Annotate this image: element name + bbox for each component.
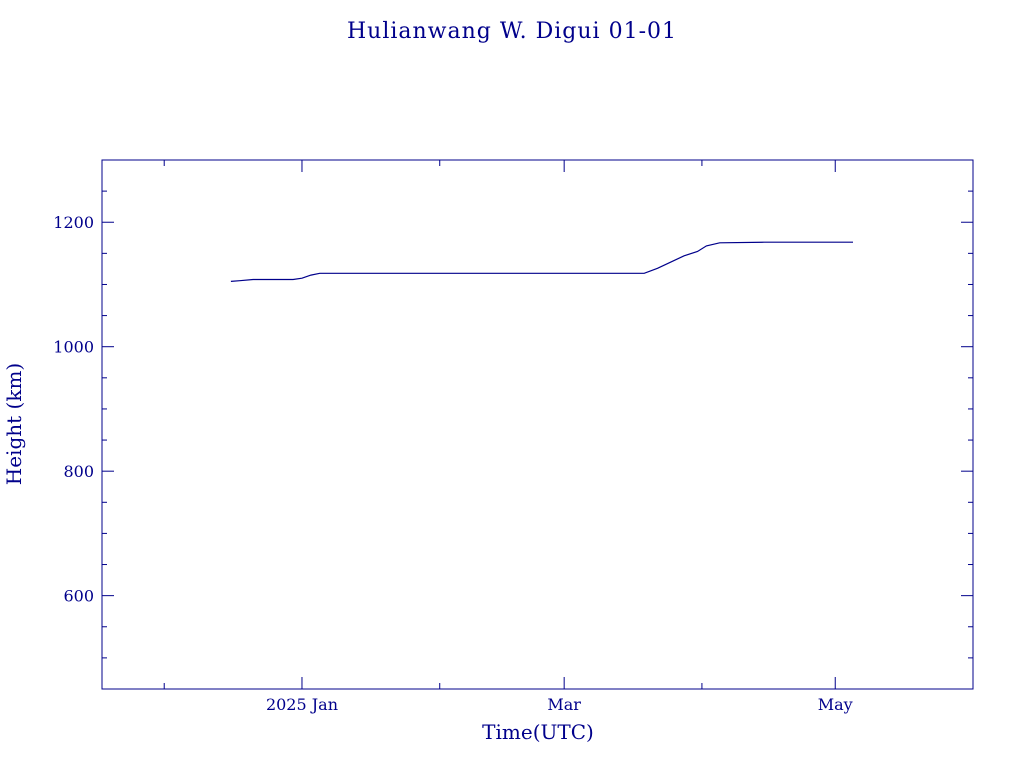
x-axis-ticks: 2025 Jan Mar May — [163, 160, 974, 714]
x-axis-label: Time(UTC) — [482, 720, 594, 744]
series-layer — [230, 241, 853, 282]
x-tick-label: Mar — [547, 695, 581, 714]
y-tick-label: 800 — [63, 462, 94, 481]
y-axis-label: Height (km) — [2, 363, 26, 485]
chart-title: Hulianwang W. Digui 01-01 — [347, 19, 677, 44]
y-tick-label: 600 — [63, 587, 94, 606]
height-series-line-0 — [230, 241, 853, 282]
plot-frame — [101, 159, 974, 690]
y-tick-label: 1000 — [53, 338, 94, 357]
x-tick-label: 2025 Jan — [266, 695, 338, 714]
y-axis-ticks: 600 800 1000 1200 — [53, 190, 973, 659]
x-tick-label: May — [818, 695, 853, 714]
y-tick-label: 1200 — [53, 213, 94, 232]
